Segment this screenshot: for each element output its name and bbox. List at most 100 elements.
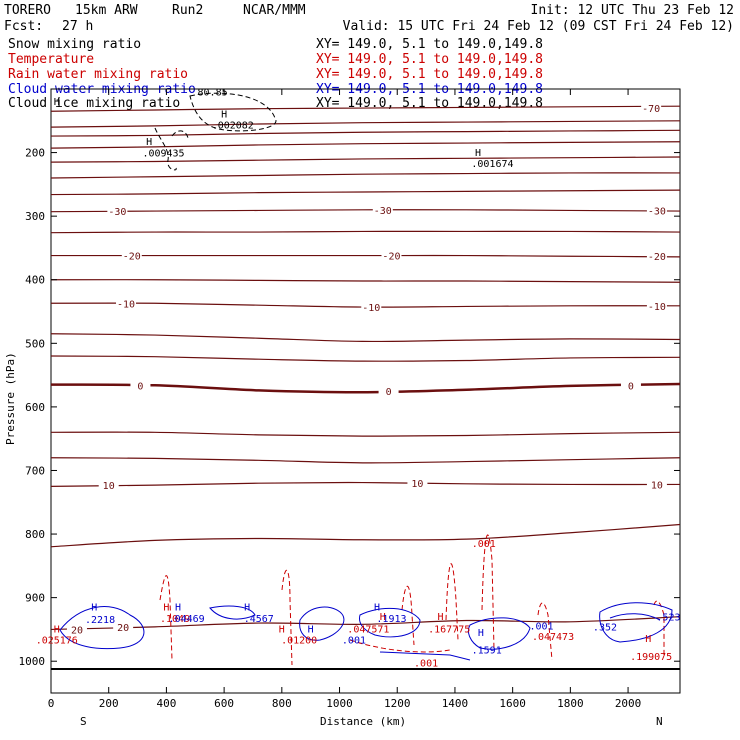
maximum-value-label: .1049 <box>160 614 190 625</box>
high-marker: H <box>54 97 60 108</box>
isotherm-label-bg <box>620 379 641 391</box>
header-valid: Valid: 15 UTC Fri 24 Feb 12 (09 CST Fri … <box>343 19 734 34</box>
isotherm-label: -30 <box>648 206 666 217</box>
x-tick-label: 400 <box>156 697 176 710</box>
isotherm-label-bg <box>378 385 399 396</box>
chart-header: TORERO 15km ARW Run2 NCAR/MMM Init: 12 U… <box>4 3 734 34</box>
x-axis-label: Distance (km) <box>320 715 406 728</box>
hydrometeor-contours <box>51 92 680 670</box>
header-fcst-label: Fcst: <box>4 19 43 34</box>
isotherm-minus-70 <box>50 105 681 112</box>
cloud-water-contour-8 <box>379 651 471 661</box>
isotherm-10 <box>50 481 681 487</box>
ice-contour-small <box>171 130 189 139</box>
high-marker: H <box>146 137 152 148</box>
maximum-value-label: .523 <box>656 613 680 624</box>
isotherm-minus-25 <box>50 230 681 234</box>
isotherm-label-bg <box>646 478 667 490</box>
maximum-value-label: .047473 <box>532 632 574 643</box>
legend-temperature: Temperature <box>8 52 94 67</box>
maximum-value-label: .001 <box>342 635 366 646</box>
isotherm-minus-30 <box>50 209 681 213</box>
isotherm-label-bg <box>646 250 667 262</box>
isotherm-label: -20 <box>382 252 400 263</box>
high-marker: H <box>244 602 250 613</box>
maximum-value-label: .001 <box>529 621 553 632</box>
header-model: TORERO <box>4 3 51 18</box>
end-label-north: N <box>656 715 663 728</box>
rain-contour-6 <box>537 602 553 661</box>
y-tick-label: 1000 <box>19 655 46 668</box>
isotherm-label: -10 <box>648 302 666 313</box>
header-org: NCAR/MMM <box>243 3 306 18</box>
isotherm-minus-50 <box>50 141 681 149</box>
maximum-value-label: .1591 <box>472 646 502 657</box>
cloud-water-contour-7 <box>609 613 661 621</box>
legend-rain-xy: XY= 149.0, 5.1 to 149.0,149.8 <box>316 67 543 82</box>
isotherm-label: 0 <box>386 387 392 398</box>
maximum-value-label: 80.85 <box>198 87 228 98</box>
isotherm-20 <box>50 616 681 631</box>
legend-snow: Snow mixing ratio <box>8 37 141 52</box>
rain-contour-4 <box>445 563 459 641</box>
isotherm-minus-2 <box>50 355 681 362</box>
high-marker: H <box>163 602 169 613</box>
legend-cloud-ice-xy: XY= 149.0, 5.1 to 149.0,149.8 <box>316 96 543 111</box>
chart-legend: Snow mixing ratio Temperature Rain water… <box>8 37 543 111</box>
maximum-value-label: .2218 <box>85 615 115 626</box>
cloud-water-contour-6 <box>599 602 673 643</box>
isotherm-minus-40 <box>50 172 681 179</box>
y-tick-label: 900 <box>25 592 45 605</box>
isotherm-5 <box>50 457 681 464</box>
isotherm-label-bg <box>641 102 662 114</box>
isotherm-minus-20 <box>51 254 681 258</box>
rain-contour-3 <box>401 586 415 646</box>
y-tick-label: 800 <box>25 528 45 541</box>
high-marker: H <box>645 634 651 645</box>
x-tick-label: 2000 <box>615 697 642 710</box>
isotherm-3 <box>50 431 681 437</box>
y-tick-label: 500 <box>25 337 45 350</box>
isotherm-label: 0 <box>628 381 634 392</box>
maximum-value-label: .352 <box>593 623 617 634</box>
contour-labels: -70 -30 -30 -30 -20 -20 -20 -10 -10 -10 0 0 0 10 10 10 2… <box>36 87 681 669</box>
isotherm-label-bg <box>361 301 382 313</box>
isotherm-0 <box>50 382 681 394</box>
x-tick-label: 1400 <box>442 697 469 710</box>
isotherm-label: 10 <box>411 479 423 490</box>
isotherm-label: 20 <box>71 625 83 636</box>
isotherm-minus-35 <box>50 189 681 196</box>
isotherm-label: -30 <box>374 206 392 217</box>
isotherm-15 <box>50 523 681 548</box>
isotherm-label-bg <box>646 299 667 311</box>
maximum-value-label: .047571 <box>347 625 389 636</box>
isotherm-label-bg <box>372 203 393 215</box>
high-marker: H <box>475 148 481 159</box>
isotherm-label-bg <box>98 479 119 491</box>
isotherm-label: -70 <box>642 104 660 115</box>
y-axis-label: Pressure (hPa) <box>4 352 17 445</box>
isotherm-label-bg <box>646 204 667 216</box>
high-marker: H <box>279 625 285 636</box>
high-marker: H <box>478 628 484 639</box>
header-fcst-value: 27 h <box>62 19 93 34</box>
x-tick-label: 1000 <box>326 697 353 710</box>
rain-contour-5 <box>481 534 495 651</box>
isotherm-label-bg <box>66 623 87 635</box>
x-tick-label: 1200 <box>384 697 411 710</box>
header-resolution: 15km ARW <box>75 3 138 18</box>
cloud-water-contour-3 <box>299 606 345 641</box>
x-tick-label: 0 <box>48 697 55 710</box>
isotherm-label: 10 <box>651 480 663 491</box>
isotherm-minus-45 <box>50 156 681 163</box>
isotherm-label: -10 <box>362 303 380 314</box>
isotherm-label: -20 <box>123 252 141 263</box>
rain-contour-1 <box>159 575 173 661</box>
isotherm-label-bg <box>113 620 134 632</box>
isotherm-label-bg <box>121 249 142 261</box>
maximum-value-label: .1913 <box>376 614 406 625</box>
snow-contour-upper <box>189 92 277 132</box>
high-marker: H <box>54 625 60 636</box>
isotherm-label: -10 <box>117 299 135 310</box>
